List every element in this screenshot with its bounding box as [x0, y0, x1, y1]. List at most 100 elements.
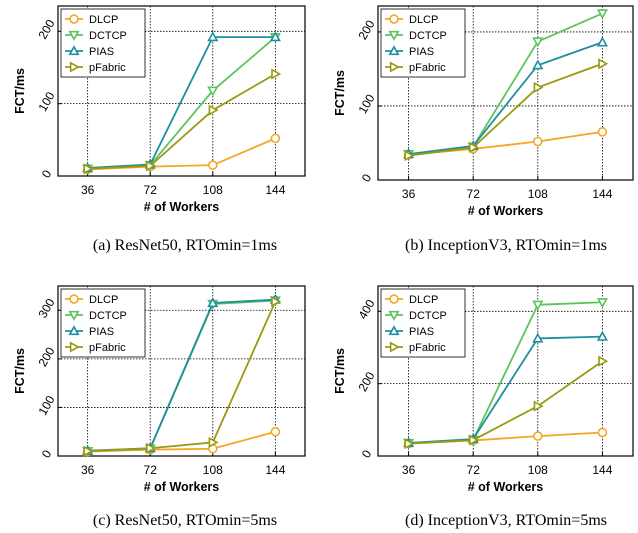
y-tick-label: 400 — [355, 297, 377, 322]
series-line — [87, 430, 276, 453]
legend-marker — [388, 45, 400, 56]
legend-marker — [389, 14, 399, 24]
data-point — [270, 133, 281, 144]
legend-label: pFabric — [89, 62, 126, 74]
y-tick-label: 100 — [355, 92, 377, 117]
series-line — [87, 36, 276, 169]
plot-frame — [57, 5, 306, 177]
x-tick-label: 108 — [528, 463, 548, 477]
x-tick-label: 108 — [203, 463, 223, 477]
data-point — [532, 332, 544, 343]
legend-label: PIAS — [89, 46, 114, 58]
legend-label: PIAS — [89, 326, 114, 338]
y-axis-label: FCT/ms — [13, 348, 27, 394]
legend-label: DCTCP — [89, 310, 127, 322]
panel-caption: (c) ResNet50, RTOmin=5ms — [93, 512, 277, 529]
x-tick-label: 36 — [402, 463, 416, 477]
legend-marker — [69, 294, 79, 304]
y-axis-label: FCT/ms — [333, 70, 347, 116]
x-tick-label: 36 — [81, 463, 95, 477]
data-point — [532, 300, 544, 311]
series-line — [408, 41, 603, 155]
y-tick-label: 0 — [39, 447, 55, 460]
series-line — [87, 301, 277, 453]
data-point — [596, 298, 608, 309]
series-line — [408, 335, 603, 444]
data-point — [207, 31, 219, 42]
data-point — [208, 104, 219, 116]
y-tick-label: 200 — [355, 17, 377, 42]
data-point — [207, 86, 219, 97]
data-point — [596, 36, 608, 47]
legend: DLCP DCTCP PIAS pFabric — [380, 8, 466, 78]
data-point — [83, 163, 94, 175]
legend: DLCP DCTCP PIAS pFabric — [60, 288, 146, 358]
x-tick-label: 144 — [265, 183, 285, 197]
x-tick-label: 144 — [592, 463, 612, 477]
plot-frame — [377, 285, 634, 457]
legend-marker — [68, 325, 80, 336]
legend-marker — [68, 310, 80, 321]
data-point — [469, 141, 480, 153]
x-axis-label: # of Workers — [468, 480, 544, 494]
y-tick-label: 100 — [35, 393, 57, 418]
series-line — [408, 360, 603, 445]
plot-frame — [57, 285, 306, 457]
legend-marker — [68, 45, 80, 56]
legend-marker — [389, 341, 400, 353]
x-axis-label: # of Workers — [144, 480, 220, 494]
x-tick-label: 72 — [467, 463, 481, 477]
y-axis-label: FCT/ms — [13, 68, 27, 114]
y-tick-label: 0 — [359, 171, 375, 184]
x-tick-label: 144 — [265, 463, 285, 477]
legend-label: DLCP — [409, 14, 438, 26]
panel-caption: (b) InceptionV3, RTOmin=1ms — [405, 237, 607, 254]
data-point — [83, 445, 94, 457]
legend-marker — [68, 30, 80, 41]
legend-marker — [69, 14, 79, 24]
y-tick-label: 200 — [355, 369, 377, 394]
legend-label: PIAS — [409, 326, 434, 338]
x-tick-label: 108 — [203, 183, 223, 197]
legend: DLCP DCTCP PIAS pFabric — [60, 8, 146, 78]
legend-marker — [388, 325, 400, 336]
legend-marker — [388, 30, 400, 41]
x-tick-label: 144 — [592, 187, 612, 201]
x-tick-label: 108 — [528, 187, 548, 201]
legend-label: pFabric — [409, 342, 446, 354]
data-point — [533, 81, 544, 94]
legend-label: DCTCP — [409, 310, 447, 322]
data-point — [596, 330, 608, 341]
data-point — [596, 9, 608, 20]
y-tick-label: 0 — [39, 167, 55, 180]
legend-label: PIAS — [409, 46, 434, 58]
y-tick-label: 0 — [359, 447, 375, 460]
data-point — [532, 136, 543, 147]
legend-marker — [389, 294, 399, 304]
panel-caption: (a) ResNet50, RTOmin=1ms — [93, 237, 277, 254]
y-tick-label: 300 — [35, 296, 57, 321]
series-line — [87, 73, 276, 170]
x-axis-label: # of Workers — [144, 200, 220, 214]
data-point — [207, 160, 218, 170]
legend-label: DCTCP — [89, 30, 127, 42]
x-tick-label: 72 — [467, 187, 481, 201]
legend-label: DLCP — [89, 14, 118, 26]
data-point — [146, 160, 157, 172]
y-axis-label: FCT/ms — [333, 348, 347, 394]
data-point — [271, 295, 282, 308]
data-point — [597, 127, 608, 137]
data-point — [532, 431, 543, 441]
legend-label: DCTCP — [409, 30, 447, 42]
data-point — [208, 436, 219, 448]
series-line — [87, 137, 276, 171]
legend-label: pFabric — [409, 62, 446, 74]
data-point — [598, 355, 609, 367]
x-axis-label: # of Workers — [468, 204, 544, 218]
data-point — [271, 68, 282, 80]
x-tick-label: 36 — [402, 187, 416, 201]
data-point — [469, 434, 480, 446]
